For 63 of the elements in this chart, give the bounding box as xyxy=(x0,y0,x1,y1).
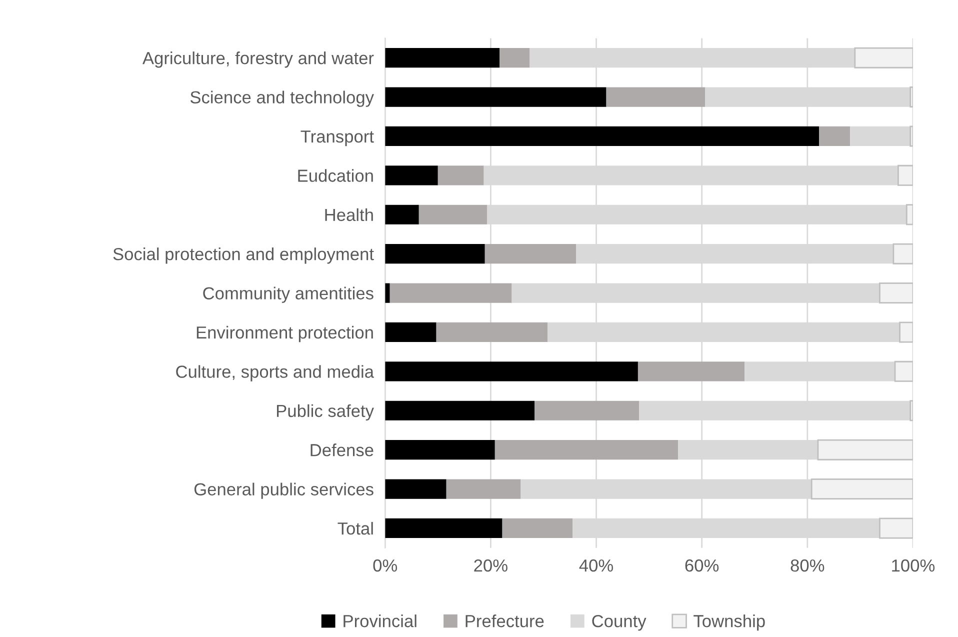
bar xyxy=(385,400,534,420)
bar xyxy=(438,166,484,186)
y-tick-label: Total xyxy=(338,522,373,535)
bar xyxy=(502,518,573,538)
legend-label: Township xyxy=(694,614,765,631)
bar xyxy=(446,479,521,499)
bar xyxy=(385,440,495,460)
bar xyxy=(910,86,913,108)
bar xyxy=(385,166,438,186)
y-tick-label: Public safety xyxy=(277,404,374,421)
x-tick-label: 0% xyxy=(373,559,398,572)
bar xyxy=(606,87,705,107)
bar xyxy=(385,479,446,499)
legend-label: Provincial xyxy=(344,614,416,628)
bar xyxy=(899,322,913,343)
bar xyxy=(385,87,606,107)
bar xyxy=(819,126,850,146)
bar xyxy=(385,362,638,382)
bar xyxy=(817,439,913,460)
bar xyxy=(436,322,548,342)
bar xyxy=(854,47,913,68)
x-tick-label: 20% xyxy=(474,559,508,572)
bar xyxy=(500,48,530,68)
bar xyxy=(906,204,913,226)
bar xyxy=(385,48,500,68)
bar xyxy=(879,518,913,539)
legend-label: Prefecture xyxy=(466,614,544,628)
bar xyxy=(390,283,512,303)
bar xyxy=(810,478,913,500)
y-tick-label: Culture, sports and media xyxy=(176,365,374,382)
bar xyxy=(494,440,678,460)
y-tick-label: Environment protection xyxy=(196,326,373,342)
y-tick-label: Health xyxy=(325,208,373,222)
bar xyxy=(385,518,502,538)
bar xyxy=(385,204,419,224)
bar xyxy=(534,400,640,420)
y-tick-label: Agriculture, forestry and water xyxy=(142,52,374,68)
bar xyxy=(894,360,913,382)
bar xyxy=(638,362,745,382)
y-tick-label: Defense xyxy=(310,444,374,456)
y-tick-label: Social protection and employment xyxy=(113,248,374,264)
bar xyxy=(910,400,913,422)
bar xyxy=(385,126,820,146)
bar xyxy=(892,243,913,264)
bar xyxy=(484,244,576,264)
bar xyxy=(385,244,485,264)
y-tick-label: Transport xyxy=(300,130,374,146)
legend-label: County xyxy=(592,614,646,631)
bar xyxy=(385,322,436,342)
x-tick-label: 80% xyxy=(790,559,824,572)
y-tick-label: Community amentities xyxy=(203,286,374,303)
bar xyxy=(850,126,910,146)
bar xyxy=(418,204,487,224)
y-tick-label: Eudcation xyxy=(298,169,373,182)
y-tick-label: Science and technology xyxy=(190,90,374,107)
x-tick-label: 60% xyxy=(685,559,719,572)
bar xyxy=(910,126,913,147)
x-tick-label: 40% xyxy=(579,559,614,572)
x-tick-label: 100% xyxy=(892,559,935,572)
bar xyxy=(385,283,390,303)
bar xyxy=(879,282,913,304)
bar xyxy=(898,164,913,186)
y-tick-label: General public services xyxy=(194,482,374,499)
